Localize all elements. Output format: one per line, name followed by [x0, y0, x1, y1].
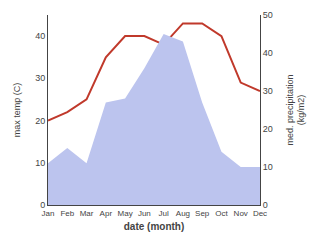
svg-text:20: 20: [35, 116, 45, 126]
svg-text:0: 0: [40, 200, 45, 210]
svg-text:40: 40: [263, 48, 273, 58]
svg-text:40: 40: [35, 31, 45, 41]
svg-text:date (month): date (month): [124, 221, 185, 232]
svg-text:Feb: Feb: [60, 209, 74, 218]
svg-text:Dec: Dec: [253, 209, 267, 218]
svg-text:Oct: Oct: [215, 209, 228, 218]
svg-text:10: 10: [263, 162, 273, 172]
svg-text:50: 50: [263, 10, 273, 20]
svg-text:Sep: Sep: [195, 209, 210, 218]
svg-text:Jun: Jun: [138, 209, 151, 218]
svg-text:30: 30: [263, 86, 273, 96]
svg-text:Jan: Jan: [42, 209, 55, 218]
svg-text:Aug: Aug: [176, 209, 190, 218]
svg-text:Jul: Jul: [159, 209, 169, 218]
svg-text:20: 20: [263, 124, 273, 134]
svg-text:30: 30: [35, 73, 45, 83]
svg-text:med. precipitation(kg/m2): med. precipitation(kg/m2): [285, 74, 307, 145]
svg-text:10: 10: [35, 158, 45, 168]
svg-text:Apr: Apr: [100, 209, 113, 218]
svg-text:max temp (C): max temp (C): [12, 83, 22, 138]
svg-text:Mar: Mar: [80, 209, 94, 218]
svg-text:Nov: Nov: [234, 209, 248, 218]
svg-text:May: May: [118, 209, 133, 218]
svg-text:0: 0: [263, 200, 268, 210]
